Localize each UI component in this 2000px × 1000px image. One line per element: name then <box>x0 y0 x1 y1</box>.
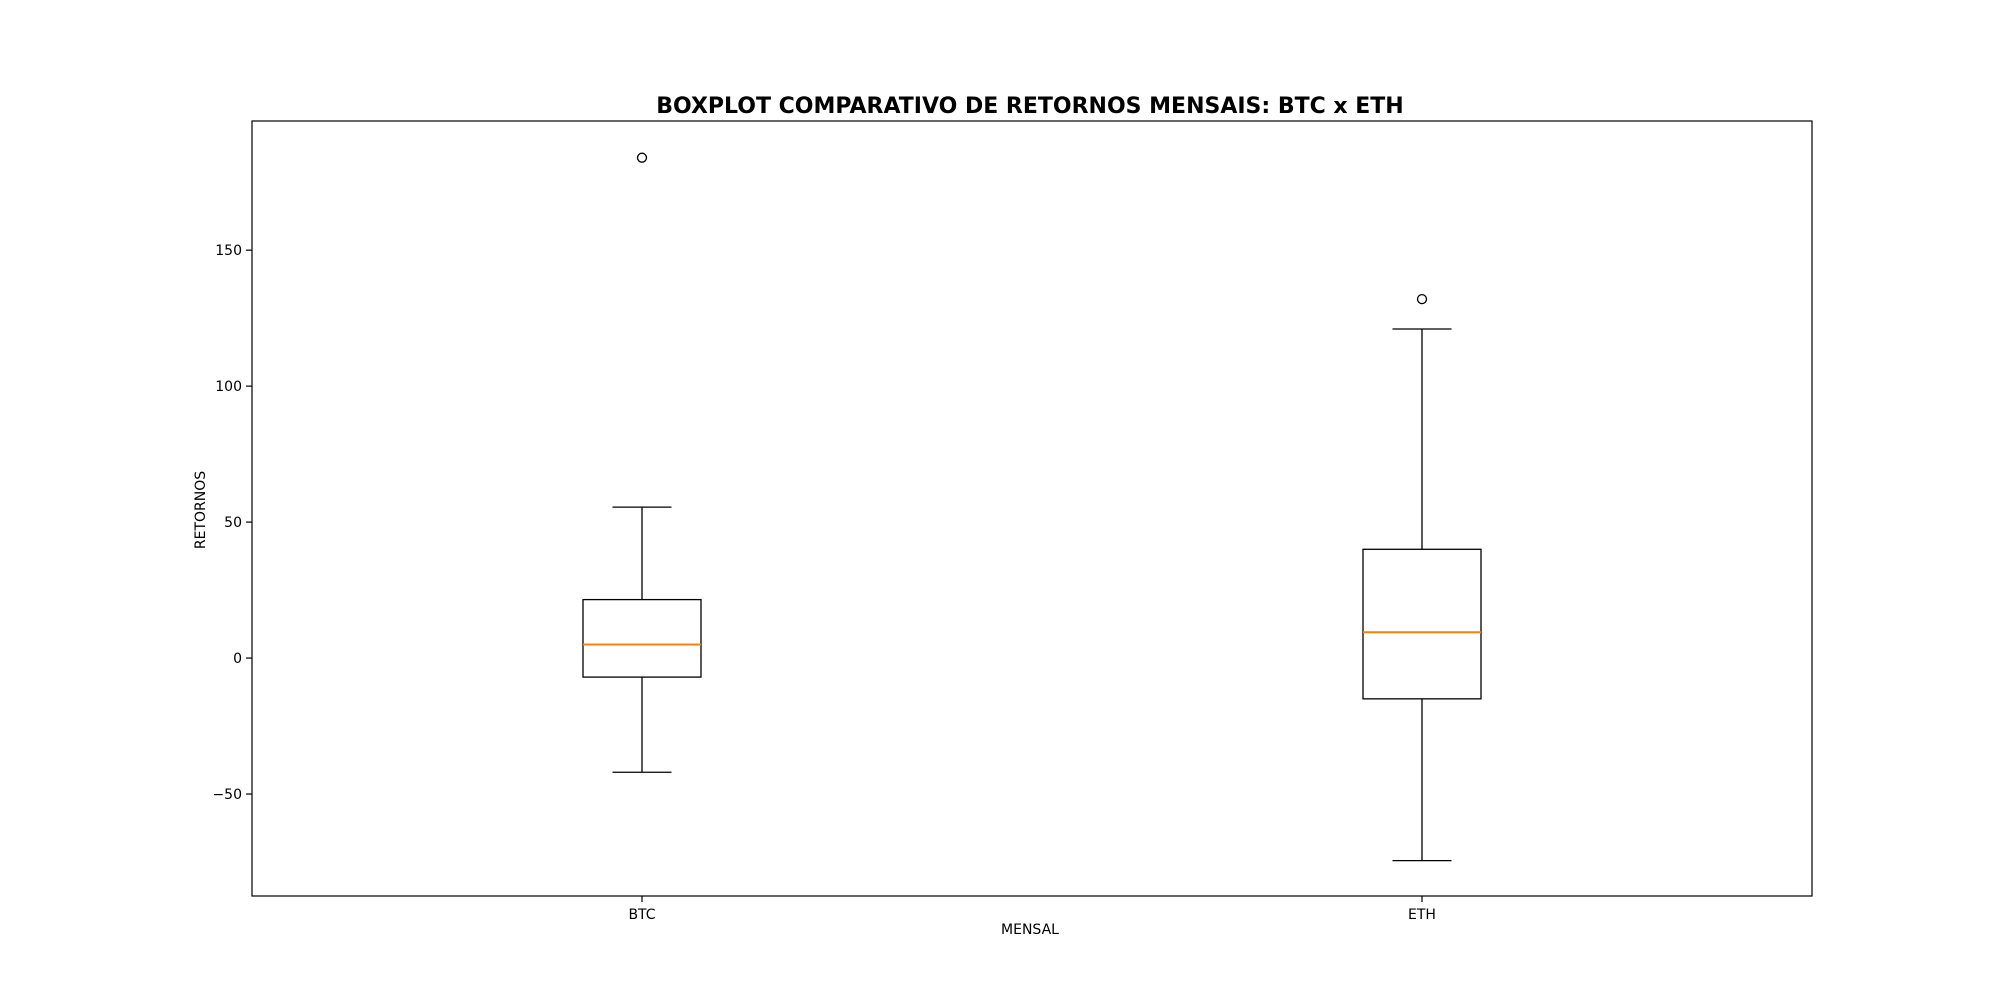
y-axis-label: RETORNOS <box>193 471 209 549</box>
axes-frame <box>251 120 1813 897</box>
plot-area: −50 0 50 100 150 BTC ETH <box>212 120 1813 923</box>
eth-box <box>1362 548 1482 700</box>
y-tick-label: −50 <box>212 787 242 803</box>
x-axis-label: MENSAL <box>1001 922 1059 938</box>
y-tick-label: 0 <box>233 651 242 667</box>
y-tick-label: 50 <box>224 515 242 531</box>
btc-box <box>582 598 702 678</box>
y-tick-label: 100 <box>215 379 242 395</box>
x-tick-label: BTC <box>628 907 655 923</box>
x-tick-label: ETH <box>1408 907 1436 923</box>
btc-outlier-point <box>636 152 648 163</box>
y-tick-label: 150 <box>215 243 242 259</box>
chart-title: BOXPLOT COMPARATIVO DE RETORNOS MENSAIS:… <box>656 94 1403 119</box>
eth-outlier-point <box>1416 293 1428 305</box>
